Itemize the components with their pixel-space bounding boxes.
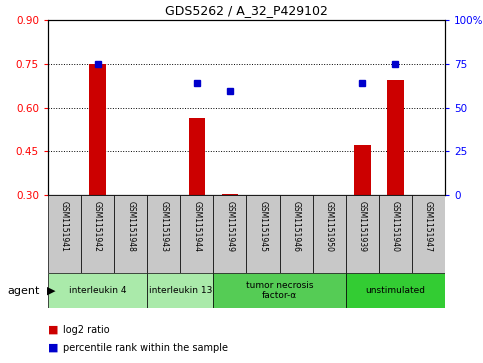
Bar (147, 273, 213, 308)
Bar (346, 195, 379, 273)
Bar (280, 195, 313, 273)
Bar (246, 195, 280, 273)
Bar (89, 64, 106, 195)
Text: tumor necrosis
factor-α: tumor necrosis factor-α (246, 281, 313, 300)
Text: interleukin 4: interleukin 4 (69, 286, 127, 295)
Text: GSM1151939: GSM1151939 (358, 201, 367, 252)
Bar (346, 273, 445, 308)
Text: GSM1151948: GSM1151948 (126, 201, 135, 252)
Bar (213, 273, 346, 308)
Text: percentile rank within the sample: percentile rank within the sample (63, 343, 228, 353)
Bar (213, 195, 246, 273)
Text: GSM1151949: GSM1151949 (226, 201, 234, 252)
Bar (48, 273, 147, 308)
Text: interleukin 13: interleukin 13 (149, 286, 212, 295)
Title: GDS5262 / A_32_P429102: GDS5262 / A_32_P429102 (165, 4, 328, 17)
Bar (412, 195, 445, 273)
Bar (188, 118, 205, 195)
Bar (379, 195, 412, 273)
Text: ■: ■ (48, 343, 59, 353)
Text: GSM1151940: GSM1151940 (391, 201, 400, 252)
Bar (354, 146, 370, 195)
Text: ■: ■ (48, 325, 59, 335)
Text: log2 ratio: log2 ratio (63, 325, 110, 335)
Text: GSM1151947: GSM1151947 (424, 201, 433, 252)
Bar (180, 195, 213, 273)
Text: unstimulated: unstimulated (365, 286, 426, 295)
Bar (48, 195, 81, 273)
Text: GSM1151944: GSM1151944 (192, 201, 201, 252)
Text: GSM1151950: GSM1151950 (325, 201, 334, 252)
Text: agent: agent (8, 286, 40, 295)
Bar (81, 195, 114, 273)
Bar (387, 80, 404, 195)
Bar (114, 195, 147, 273)
Text: GSM1151946: GSM1151946 (292, 201, 300, 252)
Text: GSM1151942: GSM1151942 (93, 201, 102, 252)
Text: GSM1151943: GSM1151943 (159, 201, 168, 252)
Text: GSM1151945: GSM1151945 (258, 201, 268, 252)
Bar (147, 195, 180, 273)
Bar (313, 195, 346, 273)
Bar (222, 193, 238, 195)
Text: GSM1151941: GSM1151941 (60, 201, 69, 252)
Text: ▶: ▶ (47, 286, 56, 295)
